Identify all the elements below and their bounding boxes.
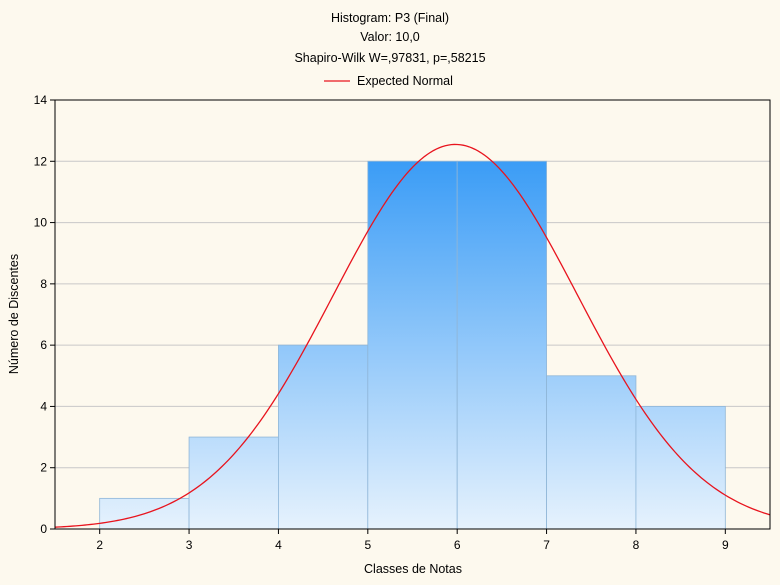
bars: [99, 160, 726, 530]
plot-frame: [54, 99, 771, 530]
x-tick-label: 7: [543, 538, 550, 552]
histogram-bar: [367, 160, 458, 530]
y-axis-label: Número de Discentes: [7, 254, 21, 374]
y-tick-label: 10: [34, 216, 48, 230]
x-tick-label: 3: [186, 538, 193, 552]
x-tick-label: 5: [364, 538, 371, 552]
expected-normal-curve: [55, 143, 770, 528]
y-tick-label: 0: [40, 522, 47, 536]
legend: Expected Normal: [324, 74, 453, 88]
x-tick-label: 2: [96, 538, 103, 552]
legend-label-expected-normal: Expected Normal: [357, 74, 453, 88]
chart-title: Histogram: P3 (Final): [331, 11, 449, 25]
y-tick-label: 12: [34, 154, 48, 168]
histogram-bar: [546, 375, 637, 530]
x-axis-label: Classes de Notas: [364, 562, 462, 576]
y-axis-ticks: 0 2 4 6 8 10 12 14: [34, 93, 55, 536]
histogram-bar: [456, 160, 547, 530]
y-tick-label: 2: [40, 461, 47, 475]
y-tick-label: 4: [40, 399, 47, 413]
x-tick-label: 8: [633, 538, 640, 552]
y-tick-label: 8: [40, 277, 47, 291]
y-tick-label: 6: [40, 338, 47, 352]
x-tick-label: 9: [722, 538, 729, 552]
histogram-bar: [278, 344, 369, 530]
x-axis-ticks: 2 3 4 5 6 7 8 9: [96, 529, 729, 552]
x-tick-label: 4: [275, 538, 282, 552]
y-tick-label: 14: [34, 93, 48, 107]
histogram-bar: [635, 406, 726, 530]
chart-subtitle-shapiro: Shapiro-Wilk W=,97831, p=,58215: [294, 51, 485, 65]
x-tick-label: 6: [454, 538, 461, 552]
chart-subtitle-value: Valor: 10,0: [360, 30, 420, 44]
expected-normal-curve-group: [55, 143, 770, 528]
